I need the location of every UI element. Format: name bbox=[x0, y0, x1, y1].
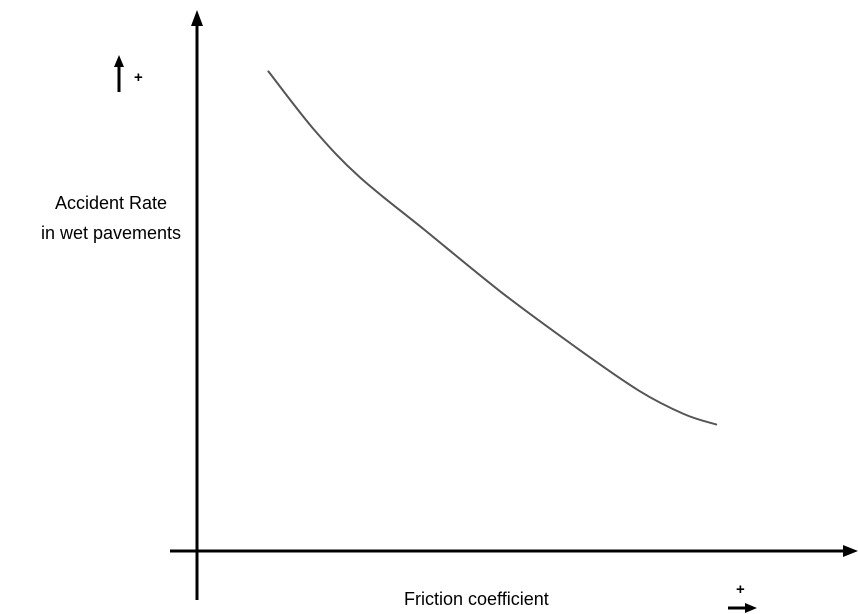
plot-area bbox=[267, 70, 718, 426]
axes bbox=[170, 10, 858, 600]
x-direction-plus: + bbox=[736, 581, 745, 598]
y-axis-label-line-2: in wet pavements bbox=[40, 223, 182, 243]
x-direction-arrowhead bbox=[745, 603, 757, 613]
x-axis-arrowhead bbox=[843, 545, 858, 557]
y-axis-arrowhead bbox=[191, 10, 203, 26]
y-axis-label: Accident Rate in wet pavements bbox=[0, 188, 222, 248]
direction-markers bbox=[114, 55, 757, 613]
y-direction-plus: + bbox=[134, 69, 143, 86]
x-axis-label: Friction coefficient bbox=[404, 589, 549, 609]
y-axis-label-line-1: Accident Rate bbox=[54, 193, 168, 213]
y-direction-arrowhead bbox=[114, 55, 124, 67]
series-line-0 bbox=[267, 70, 718, 426]
